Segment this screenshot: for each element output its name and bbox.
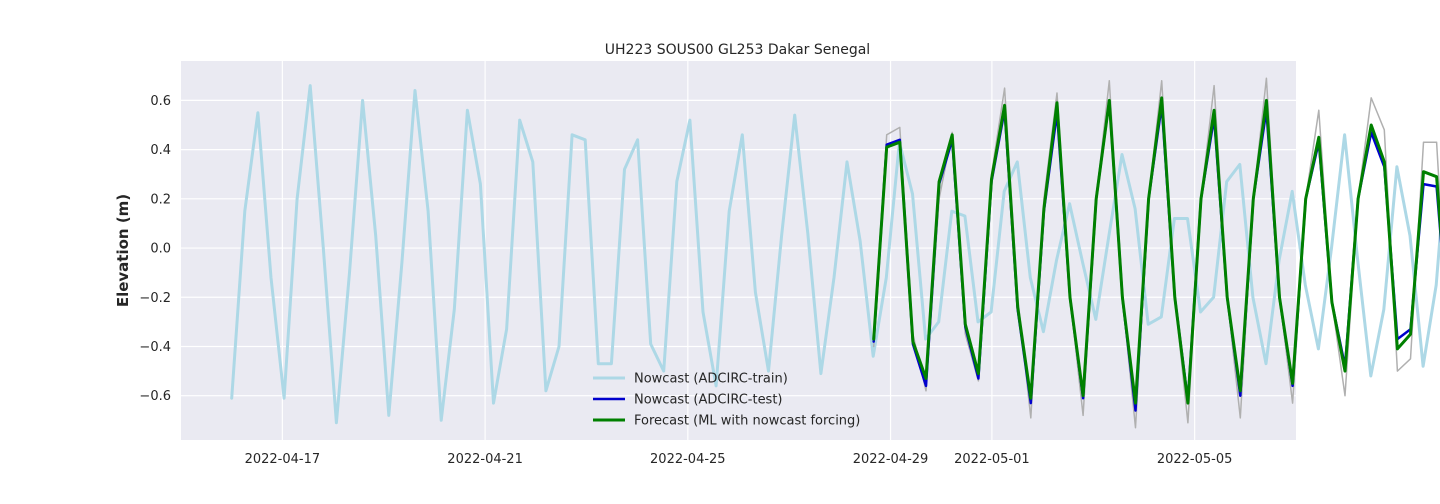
legend-label: Nowcast (ADCIRC-test) xyxy=(634,393,783,408)
series-line-3 xyxy=(872,96,1440,405)
y-tick-label: 0.2 xyxy=(150,192,171,207)
y-tick-label: 0.0 xyxy=(150,242,171,257)
y-tick-label: 0.4 xyxy=(150,143,171,158)
y-tick-label: −0.4 xyxy=(139,340,171,355)
series-line-0 xyxy=(230,84,1440,425)
tick-labels: 2022-04-17 2022-04-21 2022-04-25 2022-04-29… xyxy=(139,94,1232,467)
chart-title: UH223 SOUS00 GL253 Dakar Senegal xyxy=(605,42,870,58)
x-tick-label: 2022-05-01 xyxy=(954,452,1030,467)
x-tick-label: 2022-05-05 xyxy=(1157,452,1233,467)
series-layer xyxy=(230,77,1440,429)
x-tick-label: 2022-04-21 xyxy=(447,452,523,467)
y-tick-label: 0.6 xyxy=(150,94,171,109)
y-tick-label: −0.2 xyxy=(139,291,171,306)
x-tick-label: 2022-04-29 xyxy=(853,452,929,467)
legend-label: Forecast (ML with nowcast forcing) xyxy=(634,414,860,429)
y-axis-label: Elevation (m) xyxy=(114,194,132,307)
legend-label: Nowcast (ADCIRC-train) xyxy=(634,372,788,387)
y-tick-label: −0.6 xyxy=(139,389,171,404)
legend: Nowcast (ADCIRC-train) Nowcast (ADCIRC-te… xyxy=(593,372,860,429)
x-tick-label: 2022-04-17 xyxy=(245,452,321,467)
x-tick-label: 2022-04-25 xyxy=(650,452,726,467)
